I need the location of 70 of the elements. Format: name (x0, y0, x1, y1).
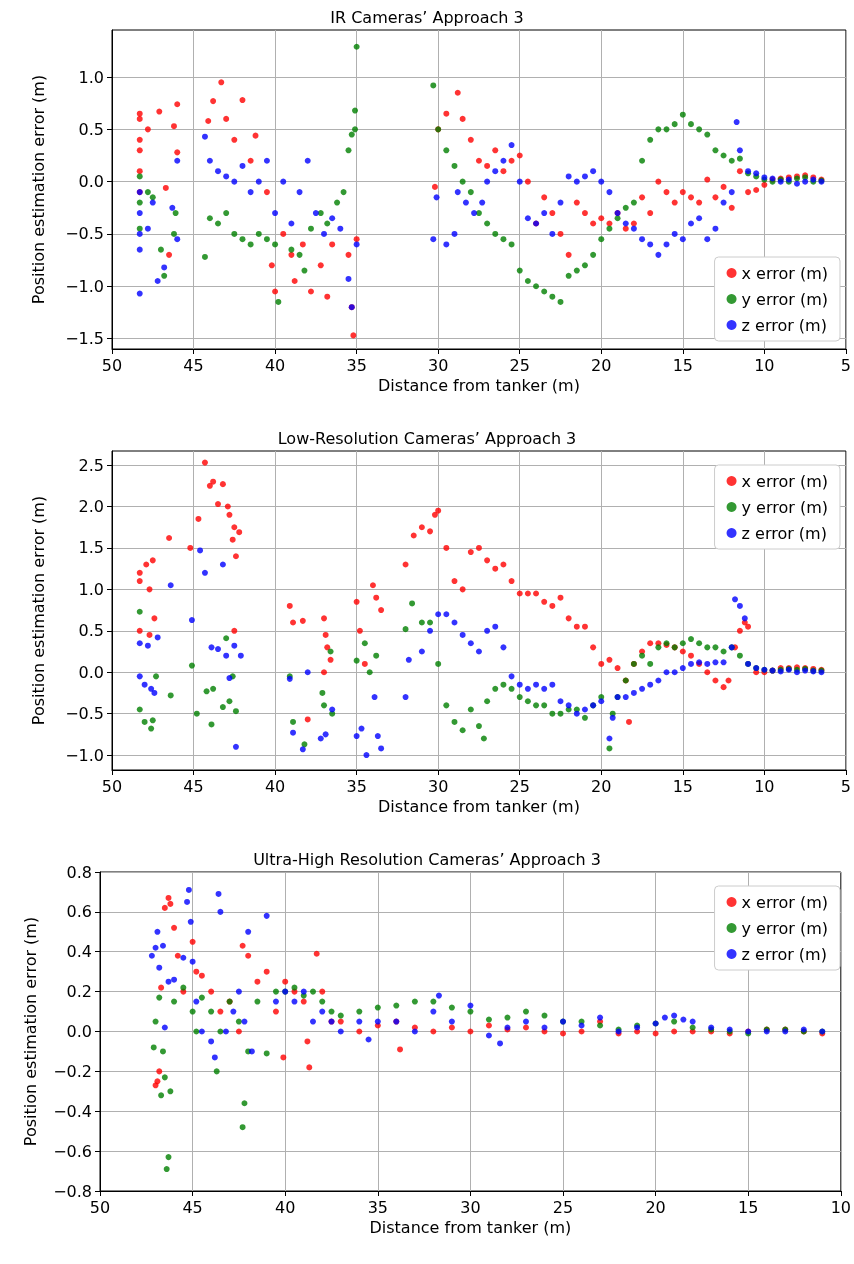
y-axis-title: Position estimation error (m) (28, 74, 48, 305)
y-tick-label: −0.5 (65, 224, 104, 244)
y-tick-label: 0.5 (78, 119, 104, 139)
legend-label: z error (m) (741, 944, 827, 964)
x-tick-label: 45 (183, 355, 204, 375)
legend-label: x error (m) (741, 471, 829, 491)
x-tick-label: 30 (428, 776, 449, 796)
y-tick-label: 0.8 (66, 862, 92, 882)
y-tick-label: −1.0 (65, 276, 104, 296)
y-tick-label: 0.4 (66, 942, 92, 962)
x-tick-label: 45 (182, 1197, 203, 1217)
y-tick-label: −1.0 (65, 745, 104, 765)
x-tick-label: 10 (754, 776, 775, 796)
x-tick-label: 10 (754, 355, 775, 375)
y-tick-label: 0.0 (66, 1022, 92, 1041)
x-tick-label: 5 (840, 355, 851, 375)
y-tick-label: 2.5 (78, 455, 104, 475)
x-tick-label: 30 (428, 355, 449, 375)
x-tick-label: 15 (738, 1197, 759, 1217)
x-tick-label: 50 (89, 1197, 111, 1217)
y-axis-title: Position estimation error (m) (28, 495, 48, 726)
x-tick-label: 15 (672, 776, 693, 796)
legend-label: x error (m) (741, 263, 829, 283)
chart-title: Low-Resolution Cameras’ Approach 3 (277, 428, 577, 448)
x-axis-title: Distance from tanker (m) (378, 376, 580, 396)
legend-label: y error (m) (741, 497, 829, 517)
x-tick-label: 50 (101, 776, 123, 796)
x-axis-title: Distance from tanker (m) (378, 797, 580, 817)
x-tick-label: 35 (367, 1197, 388, 1217)
x-tick-label: 50 (101, 355, 123, 375)
x-tick-label: 20 (645, 1197, 666, 1217)
legend-label: y error (m) (741, 918, 829, 938)
y-tick-label: −1.5 (65, 329, 104, 349)
legend-label: x error (m) (741, 892, 829, 912)
y-tick-label: 0.6 (66, 902, 92, 922)
y-tick-label: −0.8 (53, 1181, 92, 1201)
x-tick-label: 45 (183, 776, 204, 796)
y-tick-label: 0.0 (78, 662, 104, 682)
x-tick-label: 40 (264, 776, 286, 796)
legend-label: z error (m) (741, 315, 827, 335)
x-tick-label: 35 (346, 776, 367, 796)
x-axis-title: Distance from tanker (m) (369, 1218, 572, 1238)
y-tick-label: 1.5 (78, 538, 104, 558)
x-tick-label: 25 (509, 355, 530, 375)
y-tick-label: 1.0 (78, 579, 104, 599)
y-tick-label: −0.4 (53, 1101, 92, 1121)
x-tick-label: 5 (840, 776, 851, 796)
x-tick-label: 25 (552, 1197, 574, 1217)
x-tick-label: 20 (591, 355, 612, 375)
y-tick-label: 2.0 (78, 497, 104, 517)
y-tick-label: −0.5 (65, 704, 104, 724)
chart-title: IR Cameras’ Approach 3 (330, 7, 524, 27)
x-tick-label: 10 (830, 1197, 851, 1217)
y-tick-label: 0.5 (78, 621, 104, 641)
x-tick-label: 15 (672, 355, 693, 375)
legend-label: y error (m) (741, 289, 829, 309)
x-tick-label: 25 (509, 776, 530, 796)
y-tick-label: 0.0 (78, 172, 104, 192)
x-tick-label: 35 (346, 355, 367, 375)
chart-title: Ultra-High Resolution Cameras’ Approach 3 (253, 849, 601, 869)
x-tick-label: 30 (460, 1197, 481, 1217)
y-tick-label: 1.0 (78, 67, 104, 87)
x-tick-label: 40 (275, 1197, 296, 1217)
x-tick-label: 20 (591, 776, 612, 796)
legend-label: z error (m) (741, 523, 827, 543)
y-tick-label: 0.2 (66, 982, 92, 1002)
y-tick-label: −0.6 (53, 1141, 92, 1161)
y-axis-title: Position estimation error (m) (20, 916, 40, 1147)
y-tick-label: −0.2 (53, 1061, 92, 1081)
x-tick-label: 40 (264, 355, 286, 375)
